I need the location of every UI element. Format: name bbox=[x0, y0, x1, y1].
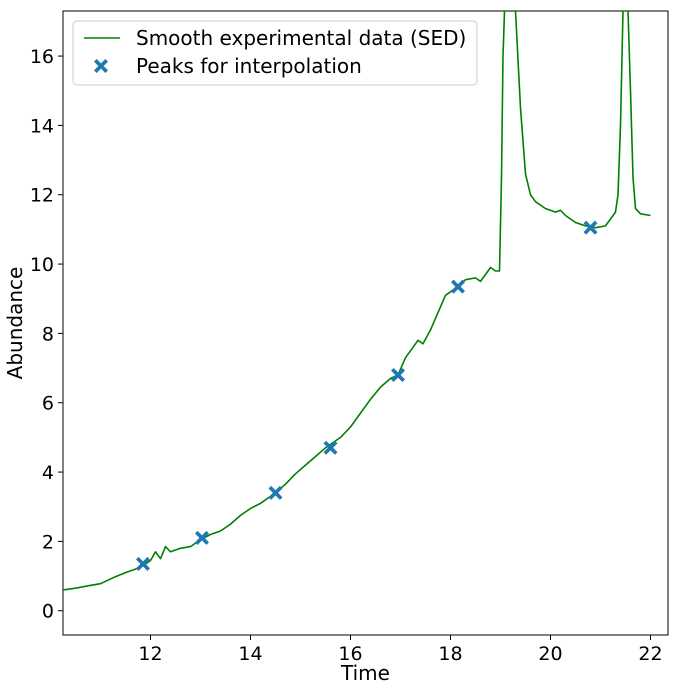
legend-box bbox=[72, 20, 478, 86]
y-tick-label: 16 bbox=[30, 46, 54, 68]
legend-label-sed: Smooth experimental data (SED) bbox=[136, 26, 466, 50]
y-tick-label: 0 bbox=[42, 601, 54, 623]
x-tick-label: 20 bbox=[538, 643, 562, 665]
x-tick-label: 12 bbox=[138, 643, 162, 665]
x-axis-title: Time bbox=[340, 661, 390, 685]
plot-area bbox=[62, 10, 669, 636]
scatter-point-peak bbox=[583, 220, 598, 235]
legend: Smooth experimental data (SED) Peaks for… bbox=[72, 20, 478, 86]
x-axis: 12 14 16 18 20 22 bbox=[138, 635, 663, 665]
y-axis-title: Abundance bbox=[3, 267, 27, 380]
y-tick-label: 10 bbox=[30, 254, 54, 276]
scatter-point-peak bbox=[195, 530, 209, 545]
x-tick-label: 14 bbox=[238, 643, 262, 665]
scatter-point-peak bbox=[268, 485, 283, 500]
x-tick-label: 18 bbox=[438, 643, 462, 665]
y-tick-label: 8 bbox=[42, 323, 54, 345]
scatter-point-peak bbox=[323, 440, 338, 455]
legend-label-peaks: Peaks for interpolation bbox=[136, 54, 362, 78]
y-tick-label: 14 bbox=[30, 115, 54, 137]
scatter-point-peak bbox=[391, 368, 405, 382]
y-tick-label: 4 bbox=[42, 462, 54, 484]
scatter-point-peak bbox=[451, 279, 465, 294]
x-tick-label: 22 bbox=[638, 643, 662, 665]
series-line-sed bbox=[63, 11, 651, 591]
plot-frame bbox=[62, 10, 669, 636]
scatter-point-peak bbox=[136, 556, 150, 571]
y-tick-label: 12 bbox=[30, 185, 54, 207]
legend-marker-swatch bbox=[94, 59, 108, 73]
legend-marker-shape bbox=[94, 59, 108, 73]
y-tick-label: 6 bbox=[42, 393, 54, 415]
y-tick-label: 2 bbox=[42, 531, 54, 553]
y-axis: 0 2 4 6 8 10 12 14 16 bbox=[30, 46, 63, 623]
x-tick-label: 16 bbox=[338, 643, 362, 665]
series-layer bbox=[63, 11, 651, 591]
